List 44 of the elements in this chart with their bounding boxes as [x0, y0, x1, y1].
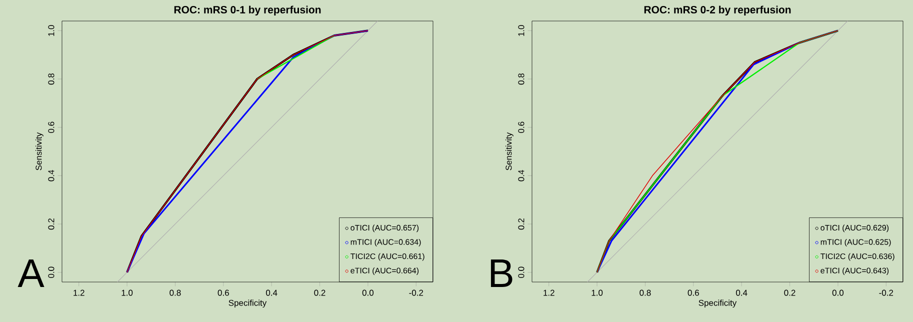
x-tick-label: 0.4 [736, 290, 748, 296]
x-tick-label: 0.2 [784, 290, 796, 296]
text: B [490, 260, 512, 288]
x-tick-label: 0.8 [170, 290, 181, 296]
x-tick-label: 0.8 [640, 290, 651, 296]
y-tick-label: 0.6 [48, 122, 54, 133]
x-tick-label: 0.6 [218, 290, 229, 296]
y-tick-label: 1.0 [48, 25, 54, 36]
x-tick-label: -0.2 [409, 290, 424, 296]
x-tick-label: -0.2 [879, 290, 894, 296]
y-tick-label: 0.6 [518, 122, 524, 133]
y-tick-label: 1.0 [518, 25, 524, 36]
y-axis-title: Sensitivity [35, 132, 44, 170]
x-tick-label: 0.0 [362, 290, 374, 296]
y-tick-label: 0.8 [518, 73, 524, 85]
x-tick-label: 0.4 [266, 290, 278, 296]
y-tick-label: 0.2 [48, 218, 54, 230]
x-axis-title: Specificity [698, 300, 737, 308]
x-tick-label: 1.2 [74, 290, 84, 296]
legend-label: eTICI (AUC=0.643) [820, 268, 889, 275]
x-tick-label: 0.6 [688, 290, 699, 296]
y-axis-title: Sensitivity [505, 132, 514, 170]
y-tick-label: 0.0 [518, 266, 524, 278]
x-tick-label: 1.2 [544, 290, 554, 296]
x-axis-title: Specificity [228, 300, 267, 308]
x-tick-label: 0.2 [314, 290, 326, 296]
x-tick-label: 1.0 [592, 290, 603, 296]
y-tick-label: 0.2 [518, 218, 524, 230]
y-tick-label: 0.0 [48, 266, 54, 278]
x-tick-label: 1.0 [122, 290, 133, 296]
text: A [18, 260, 44, 288]
chart-title: ROC: mRS 0-2 by reperfusion [644, 6, 791, 16]
y-tick-label: 0.4 [518, 170, 524, 182]
legend-label: TICI2C (AUC=0.661) [350, 253, 424, 261]
legend-label: oTICI (AUC=0.657) [350, 224, 419, 232]
legend-label: eTICI (AUC=0.664) [350, 268, 419, 275]
legend-label: oTICI (AUC=0.629) [820, 224, 889, 232]
legend-label: mTICI (AUC=0.625) [820, 238, 891, 246]
x-tick-label: 0.0 [832, 290, 844, 296]
legend-label: TICI2C (AUC=0.636) [820, 253, 894, 261]
legend-label: mTICI (AUC=0.634) [350, 238, 421, 246]
y-tick-label: 0.4 [48, 170, 54, 182]
chart-title: ROC: mRS 0-1 by reperfusion [174, 6, 321, 16]
y-tick-label: 0.8 [48, 73, 54, 85]
